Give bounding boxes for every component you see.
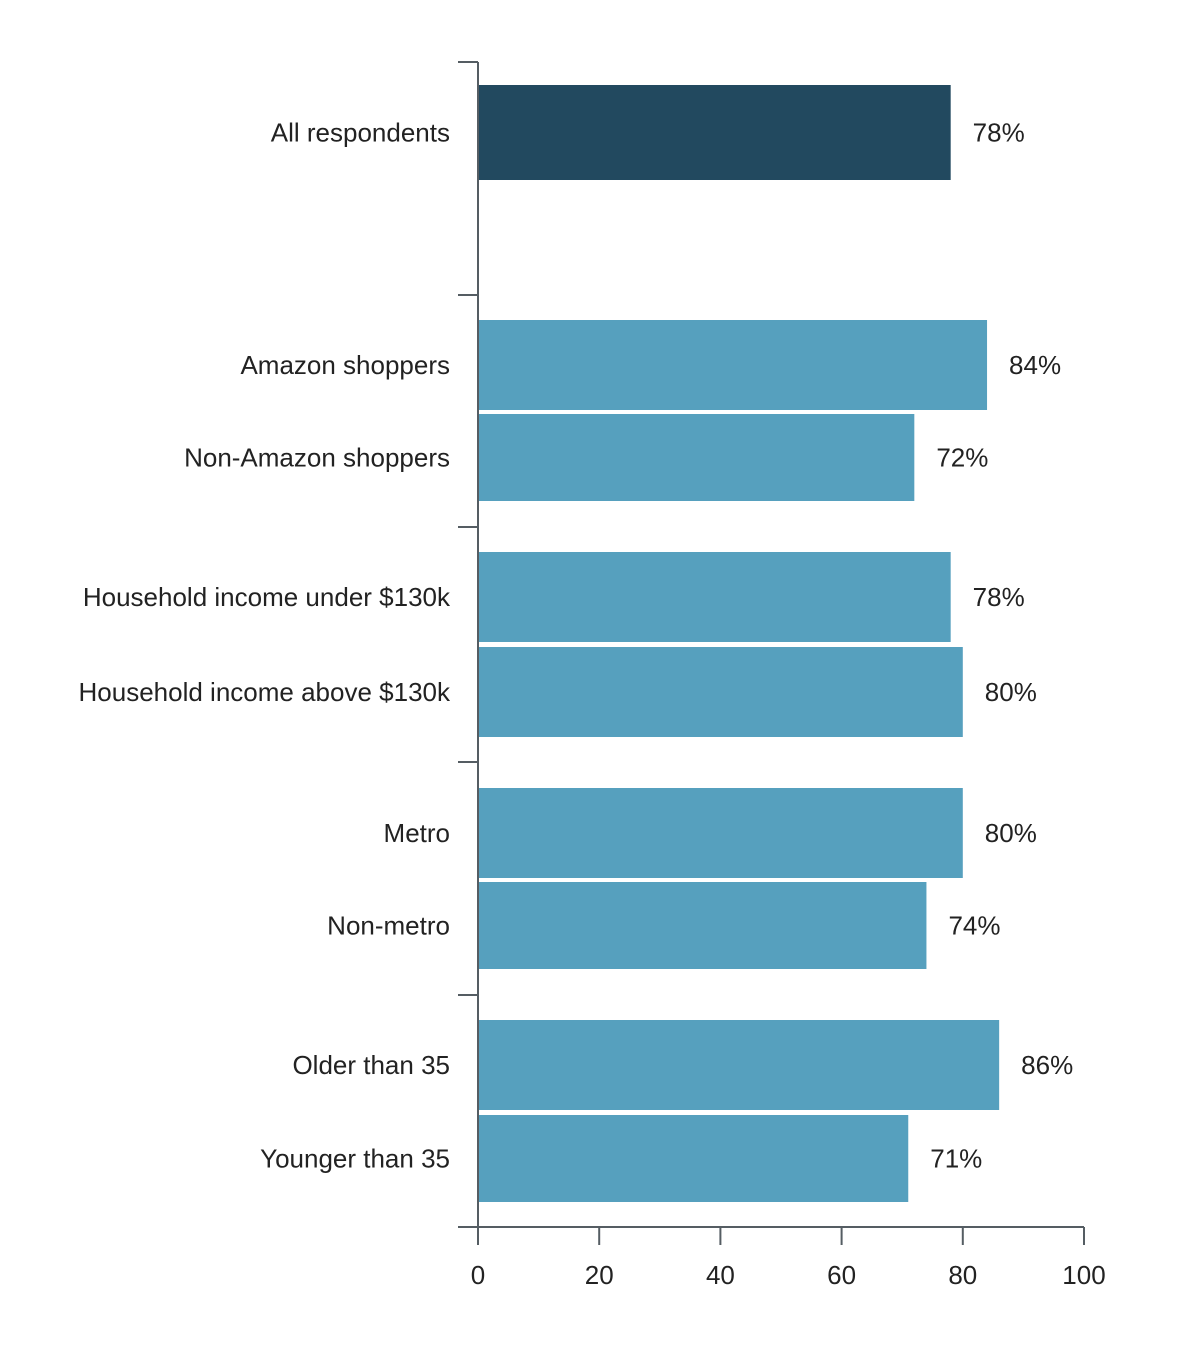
value-label-older-than-35: 86% — [1021, 1050, 1073, 1080]
bar-household-income-under-130k — [478, 552, 951, 642]
bar-household-income-above-130k — [478, 647, 963, 737]
x-tick-label: 20 — [585, 1260, 614, 1290]
bar-older-than-35 — [478, 1020, 1000, 1110]
bar-all-respondents — [478, 85, 951, 180]
category-label-older-than-35: Older than 35 — [292, 1050, 450, 1080]
bar-non-amazon-shoppers — [478, 414, 915, 501]
bar-metro — [478, 788, 963, 878]
value-label-younger-than-35: 71% — [930, 1144, 982, 1174]
category-label-household-income-above-130k: Household income above $130k — [79, 677, 451, 707]
category-label-non-metro: Non-metro — [327, 911, 450, 941]
value-label-non-metro: 74% — [948, 911, 1000, 941]
x-tick-label: 100 — [1062, 1260, 1105, 1290]
value-label-household-income-above-130k: 80% — [985, 677, 1037, 707]
value-label-non-amazon-shoppers: 72% — [936, 443, 988, 473]
value-label-amazon-shoppers: 84% — [1009, 350, 1061, 380]
category-label-household-income-under-130k: Household income under $130k — [83, 582, 451, 612]
bar-younger-than-35 — [478, 1115, 909, 1202]
category-label-all-respondents: All respondents — [271, 118, 450, 148]
category-label-younger-than-35: Younger than 35 — [260, 1144, 450, 1174]
x-tick-label: 80 — [948, 1260, 977, 1290]
value-label-household-income-under-130k: 78% — [973, 582, 1025, 612]
x-tick-label: 0 — [471, 1260, 485, 1290]
value-label-all-respondents: 78% — [973, 118, 1025, 148]
bar-amazon-shoppers — [478, 320, 988, 410]
category-label-metro: Metro — [384, 818, 450, 848]
category-label-amazon-shoppers: Amazon shoppers — [240, 350, 450, 380]
category-label-non-amazon-shoppers: Non-Amazon shoppers — [184, 443, 450, 473]
bar-non-metro — [478, 882, 927, 969]
value-label-metro: 80% — [985, 818, 1037, 848]
x-tick-label: 60 — [827, 1260, 856, 1290]
x-tick-label: 40 — [706, 1260, 735, 1290]
